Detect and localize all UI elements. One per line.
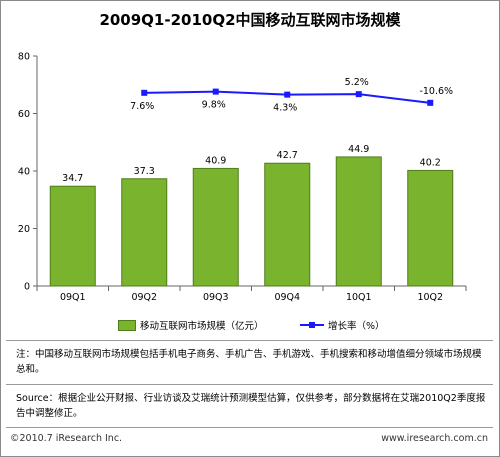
- bar-data-label: 34.7: [62, 173, 83, 184]
- divider: [6, 427, 493, 428]
- bar: [121, 178, 168, 287]
- y-tick-label: 20: [18, 224, 30, 235]
- x-tick-label: 09Q4: [274, 292, 300, 303]
- y-tick-label: 40: [18, 167, 30, 178]
- growth-point: [427, 99, 434, 106]
- legend-item-line: 增长率（%）: [300, 318, 385, 332]
- growth-point: [212, 88, 219, 95]
- website-url: www.iresearch.com.cn: [381, 433, 488, 444]
- legend-bar-swatch: [118, 319, 136, 331]
- bar-data-label: 42.7: [277, 150, 298, 161]
- growth-data-label: 4.3%: [273, 103, 297, 114]
- bar: [407, 169, 454, 287]
- growth-point: [141, 89, 148, 96]
- y-tick-label: 0: [24, 282, 30, 293]
- bar: [192, 167, 239, 287]
- growth-data-label: 5.2%: [345, 77, 369, 88]
- x-tick-label: 09Q1: [60, 292, 86, 303]
- bar: [264, 162, 311, 287]
- x-tick-label: 10Q1: [346, 292, 372, 303]
- growth-data-label: -10.6%: [419, 86, 453, 97]
- bar: [49, 185, 96, 287]
- chart-legend: 移动互联网市场规模（亿元） 增长率（%）: [0, 318, 500, 334]
- copyright-text: ©2010.7 iResearch Inc.: [10, 433, 123, 444]
- legend-bar-label: 移动互联网市场规模（亿元）: [140, 321, 264, 332]
- legend-item-bar: 移动互联网市场规模（亿元）: [118, 318, 264, 332]
- chart-title: 2009Q1-2010Q2中国移动互联网市场规模: [99, 11, 401, 29]
- x-tick-label: 09Q3: [203, 292, 229, 303]
- legend-line-label: 增长率（%）: [328, 321, 385, 332]
- legend-line-swatch: [300, 320, 324, 330]
- x-tick-label: 09Q2: [131, 292, 157, 303]
- footnote: 注：中国移动互联网市场规模包括手机电子商务、手机广告、手机游戏、手机搜索和移动增…: [16, 349, 482, 375]
- bar-data-label: 37.3: [134, 166, 155, 177]
- chart-plot: 0 20 40 60 80 09Q1 09Q2 09Q3 09Q4 10Q1 10Q2 34.7 37.…: [18, 52, 467, 303]
- divider: [6, 384, 493, 385]
- growth-point: [284, 91, 291, 98]
- bar-data-label: 40.9: [205, 155, 226, 166]
- bar-data-label: 40.2: [420, 157, 441, 168]
- y-tick-label: 80: [18, 52, 30, 63]
- bar-data-label: 44.9: [348, 144, 369, 155]
- divider: [6, 340, 493, 341]
- growth-point: [355, 91, 362, 98]
- x-tick-label: 10Q2: [417, 292, 443, 303]
- growth-data-label: 9.8%: [202, 100, 226, 111]
- source-note: Source：根据企业公开财报、行业访谈及艾瑞统计预测模型估算，仅供参考，部分数…: [16, 393, 486, 419]
- growth-data-label: 7.6%: [130, 101, 154, 112]
- y-tick-label: 60: [18, 109, 30, 120]
- bar: [335, 156, 382, 287]
